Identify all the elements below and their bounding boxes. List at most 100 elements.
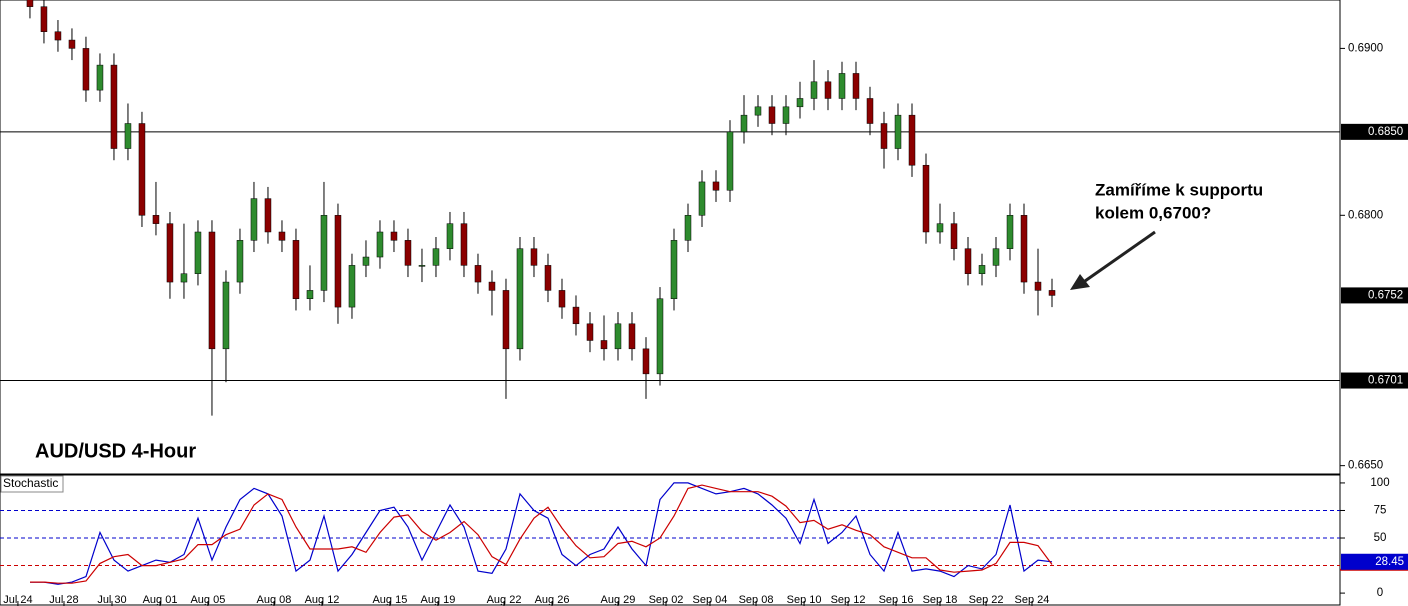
candle-body — [880, 123, 888, 149]
stochastic-line — [30, 482, 1053, 585]
candle-body — [222, 281, 230, 350]
x-tick-label: Aug 01 — [143, 594, 178, 606]
candle-body — [936, 223, 944, 233]
x-tick-label: Sep 24 — [1015, 594, 1050, 606]
candle-body — [250, 198, 258, 241]
candle-body — [908, 114, 916, 166]
candle-body — [754, 106, 762, 116]
annotation-line: Zamíříme k supportu — [1095, 180, 1263, 199]
candle-body — [712, 181, 720, 191]
candle-body — [502, 290, 510, 350]
x-tick-label: Jul 30 — [97, 594, 126, 606]
x-tick-label: Sep 02 — [649, 594, 684, 606]
candle-body — [810, 81, 818, 99]
price-marker-box — [1341, 287, 1408, 304]
candle-body — [922, 164, 930, 233]
candle-body — [96, 64, 104, 91]
candle-body — [334, 215, 342, 308]
level-label: 0.6850 — [1368, 126, 1403, 138]
x-tick-label: Sep 12 — [831, 594, 866, 606]
candle-body — [768, 106, 776, 124]
candle-body — [1020, 215, 1028, 283]
candle-body — [404, 240, 412, 266]
y-tick-label: 75 — [1374, 505, 1387, 517]
x-tick-label: Aug 08 — [257, 594, 292, 606]
main-panel-frame — [0, 0, 1341, 475]
candle-body — [1034, 281, 1042, 291]
candle-body — [320, 215, 328, 291]
candle-body — [656, 298, 664, 375]
candle-body — [460, 223, 468, 266]
candle-body — [82, 48, 90, 91]
x-tick-label: Sep 18 — [923, 594, 958, 606]
candle-body — [166, 223, 174, 283]
x-tick-label: Aug 19 — [421, 594, 456, 606]
candle-body — [978, 265, 986, 274]
candle-body — [1006, 215, 1014, 249]
x-tick-label: Aug 05 — [190, 594, 225, 606]
x-tick-label: Jul 28 — [49, 594, 78, 606]
indicator-label: Stochastic — [3, 476, 58, 490]
x-tick-label: Sep 04 — [693, 594, 728, 606]
x-tick-label: Aug 22 — [487, 594, 522, 606]
y-tick-label: 0 — [1377, 587, 1383, 599]
level-label-box — [1341, 123, 1408, 140]
annotation-arrow — [1084, 230, 1156, 283]
candle-body — [292, 240, 300, 300]
level-label-box — [1341, 372, 1408, 389]
candle-body — [306, 290, 314, 300]
stochastic-panel-frame — [0, 474, 1341, 606]
candle-body — [726, 131, 734, 191]
candle-body — [782, 106, 790, 124]
candle-body — [152, 215, 160, 224]
candle-body — [852, 73, 860, 99]
y-tick-label: 0.6650 — [1348, 460, 1383, 472]
candle-body — [992, 248, 1000, 266]
candle-body — [670, 240, 678, 300]
stochastic-panel: 0 50 75 100 Jul 24 Jul 28 Jul 30 Aug 01 Aug 05 Au… — [0, 477, 1408, 606]
candle-body — [586, 323, 594, 341]
candle-body — [180, 273, 188, 283]
candle-body — [362, 256, 370, 266]
candle-body — [838, 73, 846, 99]
annotation-arrowhead — [1070, 274, 1090, 290]
current-value-box — [1341, 553, 1408, 570]
y-tick-label: 50 — [1374, 532, 1387, 544]
candle-body — [390, 231, 398, 241]
candle-body — [964, 248, 972, 274]
candle-body — [68, 39, 76, 49]
x-tick-label: Sep 16 — [879, 594, 914, 606]
indicator-label-box — [0, 475, 64, 493]
candle-body — [894, 114, 902, 149]
candle-body — [740, 114, 748, 133]
level-label: 0.6701 — [1368, 375, 1403, 387]
candle-body — [376, 231, 384, 258]
candle-body — [516, 248, 524, 350]
candle-body — [208, 231, 216, 350]
candle-body — [278, 231, 286, 241]
candle-body — [446, 223, 454, 249]
x-tick-label: Aug 26 — [535, 594, 570, 606]
candle-body — [194, 231, 202, 274]
candle-body — [642, 348, 650, 375]
candle-body — [628, 323, 636, 350]
price-marker-label: 0.6752 — [1368, 289, 1403, 301]
candle-body — [264, 198, 272, 233]
candle-body — [614, 323, 622, 350]
x-tick-label: Aug 15 — [372, 594, 407, 606]
candle-body — [600, 340, 608, 350]
candle-body — [110, 64, 118, 149]
candle-body — [950, 223, 958, 249]
current-value-label: 28.45 — [1375, 556, 1404, 568]
stochastic-line — [30, 484, 1053, 584]
candle-body — [824, 81, 832, 99]
candle-body — [40, 6, 48, 32]
candle-body — [26, 0, 34, 7]
candle-body — [698, 181, 706, 216]
candle-body — [866, 98, 874, 124]
candle-body — [684, 215, 692, 241]
y-tick-label: 100 — [1370, 477, 1389, 489]
price-panel: 0.6650 0.6800 0.6900 0.6850 0.6701 0.6752 — [0, 0, 1408, 472]
candle-body — [1048, 290, 1056, 296]
